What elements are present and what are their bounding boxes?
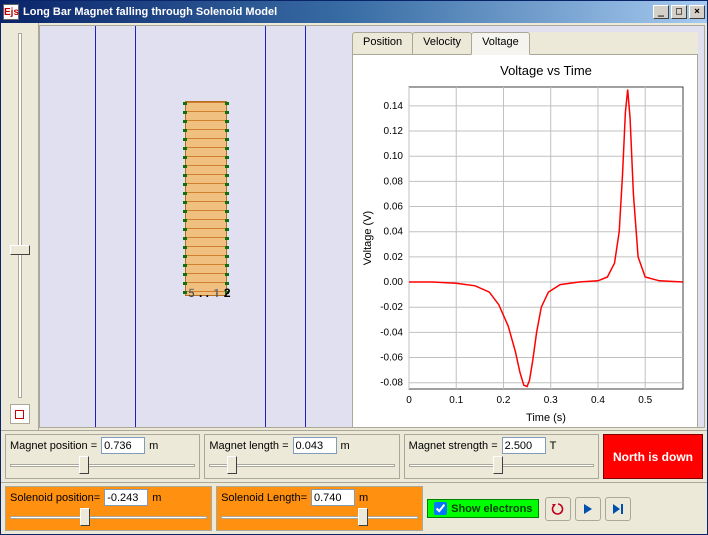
show-electrons-label: Show electrons — [451, 503, 532, 515]
minimize-button[interactable]: _ — [653, 5, 669, 19]
magnet-strength-input[interactable] — [502, 437, 546, 454]
svg-text:0.04: 0.04 — [384, 227, 404, 238]
svg-text:-0.04: -0.04 — [380, 327, 403, 338]
show-electrons-toggle[interactable]: Show electrons — [427, 499, 539, 518]
svg-text:0.14: 0.14 — [384, 101, 404, 112]
tab-voltage[interactable]: Voltage — [471, 32, 530, 55]
svg-text:0.4: 0.4 — [591, 395, 605, 406]
svg-text:0.10: 0.10 — [384, 151, 404, 162]
step-icon — [612, 504, 624, 514]
magnet-position-slider[interactable] — [10, 456, 195, 474]
chart-tabs: PositionVelocityVoltage — [352, 32, 698, 54]
magnet-length-box: Magnet length = m — [204, 434, 399, 479]
controls-row-2: Solenoid position= m Solenoid Length= m … — [1, 482, 707, 534]
solenoid-end-labels: 5️. .1️2 — [184, 286, 231, 300]
magnet-length-unit: m — [341, 440, 350, 452]
magnet-position-unit: m — [149, 440, 158, 452]
solenoid-length-label: Solenoid Length= — [221, 492, 307, 504]
magnet-position-label: Magnet position = — [10, 440, 97, 452]
svg-text:-0.08: -0.08 — [380, 378, 403, 389]
app-window: Ejs Long Bar Magnet falling through Sole… — [0, 0, 708, 535]
solenoid-length-input[interactable] — [311, 489, 355, 506]
magnet-position-box: Magnet position = m — [5, 434, 200, 479]
magnet-strength-unit: T — [550, 440, 557, 452]
magnet-length-label: Magnet length = — [209, 440, 288, 452]
solenoid-position-input[interactable] — [104, 489, 148, 506]
svg-text:-0.06: -0.06 — [380, 353, 403, 364]
svg-text:-0.02: -0.02 — [380, 302, 403, 313]
window-title: Long Bar Magnet falling through Solenoid… — [23, 6, 653, 18]
reset-icon — [551, 502, 565, 516]
solenoid-position-box: Solenoid position= m — [5, 486, 212, 531]
stop-icon — [15, 410, 24, 419]
solenoid-graphic — [185, 101, 227, 296]
svg-text:Voltage vs Time: Voltage vs Time — [500, 63, 592, 78]
svg-text:0.3: 0.3 — [544, 395, 558, 406]
simulation-view[interactable]: 5️. .1️2 PositionVelocityVoltage 0 0.1 0.2… — [39, 25, 705, 428]
solenoid-position-unit: m — [152, 492, 161, 504]
field-line — [305, 25, 306, 428]
magnet-length-input[interactable] — [293, 437, 337, 454]
voltage-chart[interactable]: 0 0.1 0.2 0.3 0.4 0.5 -0.08 -0.06 -0.04 -0.02 0.00… — [357, 59, 693, 428]
svg-text:0.5: 0.5 — [638, 395, 652, 406]
maximize-button[interactable]: □ — [671, 5, 687, 19]
play-icon — [583, 504, 593, 514]
chart-panel: PositionVelocityVoltage 0 0.1 0.2 0.3 0.4 0.5… — [352, 32, 698, 428]
field-line — [265, 25, 266, 428]
close-button[interactable]: × — [689, 5, 705, 19]
solenoid-length-slider[interactable] — [221, 508, 418, 526]
chart-body: 0 0.1 0.2 0.3 0.4 0.5 -0.08 -0.06 -0.04 -0.02 0.00… — [352, 54, 698, 428]
controls-row-1: Magnet position = m Magnet length = m Ma… — [1, 430, 707, 482]
vertical-slider[interactable] — [18, 33, 22, 398]
svg-text:Time (s): Time (s) — [526, 412, 566, 424]
solenoid-length-unit: m — [359, 492, 368, 504]
magnet-strength-slider[interactable] — [409, 456, 594, 474]
magnet-strength-box: Magnet strength = T — [404, 434, 599, 479]
reset-button[interactable] — [545, 497, 571, 521]
client-area: 5️. .1️2 PositionVelocityVoltage 0 0.1 0.2… — [1, 23, 707, 534]
magnet-strength-label: Magnet strength = — [409, 440, 498, 452]
step-button[interactable] — [605, 497, 631, 521]
media-controls — [545, 497, 631, 521]
svg-text:0.00: 0.00 — [384, 277, 404, 288]
vertical-slider-panel — [1, 23, 39, 430]
field-line — [95, 25, 96, 428]
svg-text:0.08: 0.08 — [384, 176, 404, 187]
stop-button[interactable] — [10, 404, 30, 424]
svg-text:0.2: 0.2 — [497, 395, 511, 406]
vertical-slider-thumb[interactable] — [10, 245, 30, 255]
magnet-length-slider[interactable] — [209, 456, 394, 474]
field-line — [135, 25, 136, 428]
svg-text:0.1: 0.1 — [449, 395, 463, 406]
svg-text:0.12: 0.12 — [384, 126, 404, 137]
play-button[interactable] — [575, 497, 601, 521]
solenoid-length-box: Solenoid Length= m — [216, 486, 423, 531]
upper-panel: 5️. .1️2 PositionVelocityVoltage 0 0.1 0.2… — [1, 23, 707, 430]
magnet-position-input[interactable] — [101, 437, 145, 454]
tab-velocity[interactable]: Velocity — [412, 32, 472, 54]
svg-text:0.06: 0.06 — [384, 202, 404, 213]
svg-text:0: 0 — [406, 395, 412, 406]
svg-text:0.02: 0.02 — [384, 252, 404, 263]
north-direction-button[interactable]: North is down — [603, 434, 703, 479]
show-electrons-checkbox[interactable] — [434, 502, 447, 515]
solenoid-position-slider[interactable] — [10, 508, 207, 526]
svg-text:Voltage (V): Voltage (V) — [362, 211, 374, 265]
app-icon: Ejs — [3, 4, 19, 20]
solenoid-position-label: Solenoid position= — [10, 492, 100, 504]
tab-position[interactable]: Position — [352, 32, 413, 54]
titlebar[interactable]: Ejs Long Bar Magnet falling through Sole… — [1, 1, 707, 23]
